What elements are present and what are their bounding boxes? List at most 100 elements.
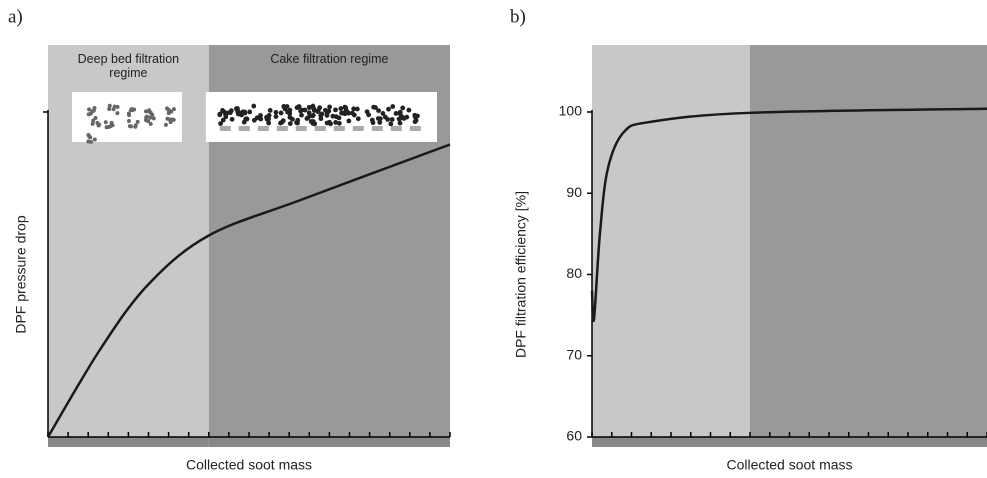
particle xyxy=(104,125,109,130)
particle xyxy=(90,121,95,126)
particle xyxy=(273,109,279,115)
particle xyxy=(273,114,279,119)
substrate xyxy=(257,126,269,131)
particle xyxy=(229,116,235,122)
particle xyxy=(324,113,330,118)
particle xyxy=(115,111,120,116)
particle xyxy=(287,121,293,126)
particle xyxy=(266,120,272,126)
axis-strip xyxy=(208,437,450,447)
particle xyxy=(126,119,131,124)
particle xyxy=(388,121,394,127)
particle xyxy=(217,111,223,117)
y-tick-label: 70 xyxy=(566,346,582,362)
particle xyxy=(223,112,229,118)
particle xyxy=(86,139,91,144)
particle xyxy=(364,109,370,115)
particle xyxy=(251,103,257,109)
particle xyxy=(218,121,223,127)
region xyxy=(592,45,750,437)
particle xyxy=(278,110,284,116)
particle xyxy=(386,106,391,112)
particle xyxy=(377,120,383,125)
particle xyxy=(349,110,355,116)
particle xyxy=(247,109,253,115)
region xyxy=(750,45,987,437)
particle xyxy=(390,104,396,109)
y-tick-label: 80 xyxy=(566,265,582,281)
y-axis-label: DPF pressure drop xyxy=(13,215,29,333)
particle xyxy=(375,116,381,121)
particle xyxy=(151,116,156,121)
particle xyxy=(304,116,310,122)
particle xyxy=(310,119,316,124)
particle xyxy=(280,118,286,124)
particle xyxy=(235,111,241,117)
particle xyxy=(148,121,153,126)
particle xyxy=(228,108,234,114)
region-label: Deep bed filtration regime xyxy=(77,52,180,80)
particle xyxy=(346,110,351,116)
particle xyxy=(91,118,96,123)
particle xyxy=(93,115,98,120)
axis-strip xyxy=(592,437,750,447)
particle xyxy=(299,112,304,118)
line xyxy=(590,107,987,323)
particle xyxy=(266,116,271,122)
panel-label: a) xyxy=(8,6,23,27)
particle xyxy=(171,107,176,112)
particle xyxy=(220,117,226,123)
substrate xyxy=(390,126,402,131)
particle xyxy=(126,111,131,116)
particle xyxy=(393,111,399,116)
y-axis-label: DPF filtration efficiency [%] xyxy=(513,191,529,358)
particle xyxy=(315,109,321,114)
particle xyxy=(108,124,113,129)
particle xyxy=(376,108,381,113)
particle xyxy=(258,116,264,122)
particle xyxy=(234,106,239,111)
particle xyxy=(107,103,112,108)
particle xyxy=(382,114,388,120)
particle xyxy=(406,107,412,113)
axis-strip xyxy=(750,437,987,447)
particle xyxy=(95,120,100,125)
particle xyxy=(165,106,170,111)
particle xyxy=(282,106,288,112)
particle xyxy=(87,134,92,139)
particle xyxy=(311,108,317,113)
particle xyxy=(133,124,138,129)
inset xyxy=(72,92,182,142)
particle xyxy=(150,112,155,117)
particle xyxy=(302,107,308,113)
particle xyxy=(109,120,114,125)
particle xyxy=(87,107,92,112)
y-tick-label: 100 xyxy=(559,103,583,119)
particle xyxy=(351,106,357,112)
particle xyxy=(135,119,140,124)
substrate xyxy=(371,126,383,131)
particle xyxy=(324,120,330,126)
particle xyxy=(220,108,225,113)
particle xyxy=(298,108,303,114)
y-tick-label: 90 xyxy=(566,184,582,200)
particle xyxy=(333,107,338,113)
y-tick-label: 60 xyxy=(566,428,582,444)
particle xyxy=(88,111,93,116)
particle xyxy=(92,105,97,110)
substrate xyxy=(219,126,231,131)
particle xyxy=(346,118,352,124)
particle xyxy=(92,137,97,142)
particle xyxy=(355,116,361,122)
particle xyxy=(397,120,403,126)
axis-strip xyxy=(48,437,209,447)
particle xyxy=(294,105,300,111)
particle xyxy=(267,107,273,113)
particle xyxy=(128,124,133,129)
particle xyxy=(380,111,386,116)
particle xyxy=(354,106,360,112)
particle xyxy=(111,107,116,112)
substrate xyxy=(333,126,345,131)
particle xyxy=(333,120,339,125)
